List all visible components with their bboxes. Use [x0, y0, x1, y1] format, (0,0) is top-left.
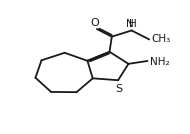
Text: NH₂: NH₂ — [150, 57, 170, 67]
Text: N: N — [126, 19, 134, 29]
Text: H: H — [129, 19, 136, 29]
Text: S: S — [116, 83, 123, 94]
Text: O: O — [91, 18, 99, 28]
Text: CH₃: CH₃ — [151, 34, 170, 44]
